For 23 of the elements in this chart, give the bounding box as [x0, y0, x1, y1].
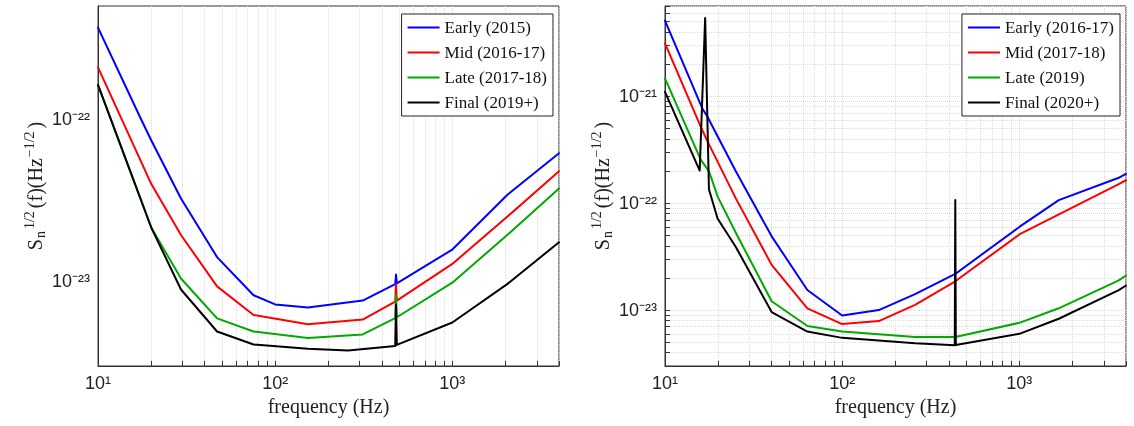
- legend-label: Mid (2017-18): [1004, 43, 1106, 62]
- legend-label: Final (2020+): [1004, 93, 1100, 112]
- x-axis-title: frequency (Hz): [834, 395, 957, 418]
- x-tick-label: 10²: [262, 373, 289, 393]
- x-tick-label: 10³: [1006, 373, 1033, 393]
- legend-label: Early (2015): [444, 18, 531, 37]
- y-tick-label: 10⁻²³: [51, 271, 90, 292]
- y-tick-label: 10⁻²¹: [618, 86, 657, 107]
- y-axis-title: Sn1/2(f)(Hz−1/2): [21, 121, 48, 251]
- x-tick-label: 10¹: [651, 373, 679, 393]
- y-axis-title: Sn1/2(f)(Hz−1/2): [588, 121, 615, 251]
- legend-label: Late (2019): [1004, 68, 1085, 87]
- legend-label: Final (2019+): [444, 93, 539, 112]
- x-tick-label: 10¹: [84, 373, 112, 393]
- legend-label: Early (2016-17): [1004, 18, 1115, 37]
- legend-label: Mid (2016-17): [444, 43, 546, 62]
- y-tick-label: 10⁻²²: [51, 109, 90, 130]
- x-tick-label: 10²: [829, 373, 856, 393]
- x-tick-label: 10³: [439, 373, 466, 393]
- x-axis-title: frequency (Hz): [267, 395, 390, 418]
- y-tick-label: 10⁻²²: [618, 193, 657, 214]
- legend-label: Late (2017-18): [444, 68, 548, 87]
- y-tick-label: 10⁻²³: [618, 300, 657, 321]
